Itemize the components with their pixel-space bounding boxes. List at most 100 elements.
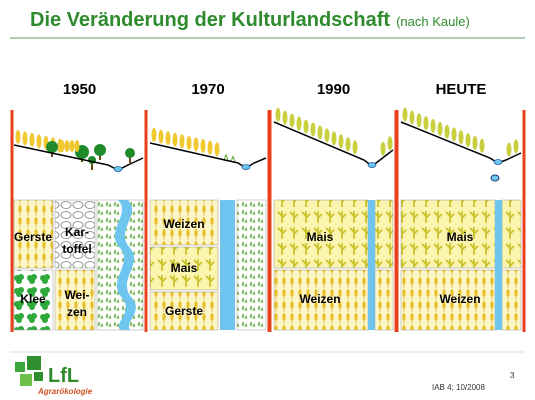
year-label: 1950 bbox=[63, 81, 96, 98]
tree bbox=[125, 148, 135, 158]
field bbox=[13, 269, 54, 331]
title-text: Die Veränderung der Kulturlandschaft bbox=[30, 9, 390, 31]
crop bbox=[437, 121, 443, 136]
field bbox=[374, 199, 394, 269]
grass bbox=[223, 153, 229, 161]
field bbox=[149, 291, 219, 331]
crop bbox=[409, 110, 415, 125]
crop bbox=[29, 132, 35, 147]
crop bbox=[465, 133, 471, 148]
stream bbox=[493, 159, 503, 165]
field-label: Weizen bbox=[163, 217, 204, 231]
field bbox=[149, 246, 219, 291]
field-label: toffel bbox=[62, 242, 91, 256]
field-label: Gerste bbox=[165, 304, 203, 318]
logo: LfL Agrarökologie bbox=[15, 356, 93, 396]
crop bbox=[338, 134, 344, 149]
tree bbox=[94, 144, 106, 156]
page-number: 3 bbox=[510, 371, 515, 380]
crop bbox=[275, 107, 281, 122]
crop bbox=[479, 138, 485, 153]
field bbox=[501, 269, 522, 331]
crop bbox=[352, 140, 358, 155]
logo-unit: Agrarökologie bbox=[37, 387, 93, 396]
field-label: Klee bbox=[20, 292, 46, 306]
crop bbox=[317, 125, 323, 140]
field bbox=[273, 199, 369, 269]
crop bbox=[282, 110, 288, 125]
crop bbox=[193, 137, 199, 152]
field-label: zen bbox=[67, 305, 87, 319]
field bbox=[149, 199, 219, 246]
crop bbox=[472, 135, 478, 150]
tree bbox=[46, 141, 58, 153]
crop bbox=[186, 135, 192, 150]
field-label: Wei- bbox=[64, 288, 89, 302]
crop bbox=[387, 136, 393, 151]
crop bbox=[22, 131, 28, 146]
pond bbox=[490, 174, 500, 182]
crop bbox=[36, 134, 42, 149]
year-label: 1970 bbox=[191, 81, 224, 98]
crop bbox=[179, 134, 185, 149]
crop bbox=[416, 113, 422, 128]
year-label: HEUTE bbox=[436, 81, 487, 98]
crop bbox=[15, 129, 21, 144]
subtitle: (nach Kaule) bbox=[396, 14, 470, 29]
crop bbox=[423, 116, 429, 131]
logo-name: LfL bbox=[48, 365, 79, 387]
crop bbox=[402, 107, 408, 122]
crop bbox=[74, 140, 80, 152]
field-label: Gerste bbox=[14, 230, 52, 244]
field-label: Mais bbox=[447, 230, 474, 244]
river bbox=[220, 200, 235, 330]
field bbox=[374, 269, 394, 331]
field-label: Mais bbox=[307, 230, 334, 244]
field bbox=[273, 269, 369, 331]
crop bbox=[324, 128, 330, 143]
field bbox=[54, 269, 96, 331]
crop bbox=[207, 140, 213, 155]
crop bbox=[172, 132, 178, 147]
columns: 1950 Gerste Kar-toffel Klee Wei-zen 1970 Weize… bbox=[10, 81, 526, 332]
crop bbox=[289, 113, 295, 128]
crop bbox=[59, 140, 65, 152]
crop bbox=[506, 142, 512, 157]
crop bbox=[451, 127, 457, 142]
crop bbox=[331, 131, 337, 146]
field bbox=[400, 269, 496, 331]
crop bbox=[165, 131, 171, 146]
crop bbox=[310, 122, 316, 137]
field bbox=[54, 199, 96, 269]
crop bbox=[158, 129, 164, 144]
title: Die Veränderung der Kulturlandschaft (nac… bbox=[30, 9, 470, 31]
field-label: Kar- bbox=[65, 225, 89, 239]
stream bbox=[241, 164, 251, 170]
crop bbox=[64, 140, 70, 152]
field-label: Mais bbox=[171, 261, 198, 275]
crop bbox=[430, 118, 436, 133]
footer-reference: IAB 4; 10/2008 bbox=[432, 383, 485, 392]
crop bbox=[380, 141, 386, 156]
crop bbox=[151, 127, 157, 142]
crop bbox=[444, 124, 450, 139]
crop bbox=[513, 139, 519, 154]
meadow bbox=[236, 199, 267, 331]
field bbox=[13, 199, 54, 269]
year-label: 1990 bbox=[317, 81, 350, 98]
river bbox=[114, 200, 136, 330]
crop bbox=[69, 140, 75, 152]
field bbox=[400, 199, 496, 269]
crop bbox=[296, 116, 302, 131]
stream bbox=[113, 166, 123, 172]
stream bbox=[367, 162, 377, 168]
crop bbox=[303, 119, 309, 134]
field-label: Weizen bbox=[439, 292, 480, 306]
crop bbox=[458, 130, 464, 145]
grass bbox=[230, 155, 236, 162]
river bbox=[368, 200, 375, 330]
field-label: Weizen bbox=[299, 292, 340, 306]
crop bbox=[345, 137, 351, 152]
